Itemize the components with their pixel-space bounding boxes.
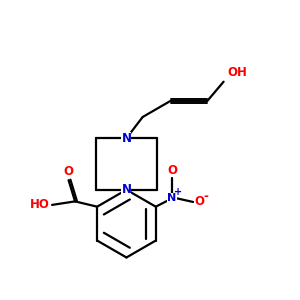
- Text: O: O: [194, 196, 204, 208]
- Text: OH: OH: [227, 66, 247, 79]
- Text: O: O: [64, 165, 74, 178]
- Text: +: +: [174, 187, 182, 197]
- Text: O: O: [167, 164, 177, 177]
- Text: HO: HO: [30, 198, 50, 212]
- Text: N: N: [122, 183, 131, 196]
- Text: N: N: [122, 132, 131, 145]
- Text: -: -: [203, 190, 208, 202]
- Text: N: N: [167, 194, 177, 203]
